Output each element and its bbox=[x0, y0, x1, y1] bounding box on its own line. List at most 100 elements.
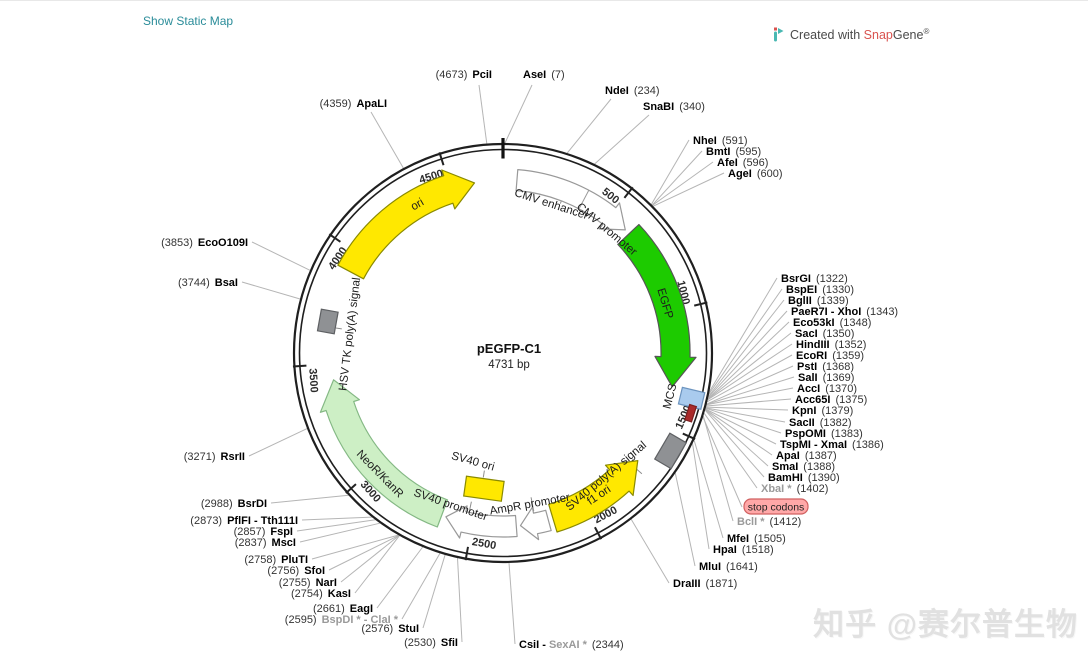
tick-4000 bbox=[328, 233, 341, 243]
enzyme-label-draiii[interactable]: DraIII (1871) bbox=[673, 578, 737, 590]
feature-sv40-promoter[interactable] bbox=[445, 505, 518, 539]
feature-cmv-enhancer-promoter[interactable] bbox=[515, 169, 626, 231]
enzyme-label-bspdi-clai[interactable]: (2595) BspDI * - ClaI * bbox=[285, 614, 399, 626]
tick-500 bbox=[623, 186, 634, 199]
feature-hsv-tk-polya-signal[interactable] bbox=[316, 308, 339, 335]
enzyme-label-hpai[interactable]: HpaI (1518) bbox=[713, 544, 774, 556]
feature-label-mcs[interactable]: MCS bbox=[661, 382, 679, 410]
leader-line-bsrgi bbox=[708, 277, 778, 392]
enzyme-label-bmti[interactable]: BmtI (595) bbox=[706, 146, 761, 158]
enzyme-label-agei[interactable]: AgeI (600) bbox=[728, 168, 783, 180]
enzyme-label-pflfi-tth111i[interactable]: (2873) PflFI - Tth111I bbox=[190, 515, 298, 527]
leader-line-csii bbox=[508, 562, 516, 645]
feature-ampr-promoter[interactable] bbox=[519, 506, 552, 541]
feature-label-hsv-tk-poly-a-signal[interactable]: HSV TK poly(A) signal bbox=[337, 277, 363, 392]
enzyme-label-eco53ki[interactable]: Eco53kI (1348) bbox=[793, 317, 871, 329]
enzyme-label-bsrdi[interactable]: (2988) BsrDI bbox=[201, 498, 267, 510]
registered-mark: ® bbox=[923, 27, 930, 36]
enzyme-label-hindiii[interactable]: HindIII (1352) bbox=[796, 339, 866, 351]
enzyme-label-apali[interactable]: (4359) ApaLI bbox=[320, 98, 387, 110]
leader-line-nari bbox=[340, 535, 400, 583]
leader-line-bspei bbox=[708, 288, 783, 395]
feature-divider bbox=[578, 190, 590, 210]
tick-2000 bbox=[594, 526, 603, 540]
enzyme-label-ecori[interactable]: EcoRI (1359) bbox=[796, 350, 864, 362]
leader-line-msci bbox=[299, 522, 381, 543]
leader-line-acc65i bbox=[706, 398, 792, 407]
leader-line-hpai bbox=[692, 443, 710, 550]
enzyme-label-afei[interactable]: AfeI (596) bbox=[717, 157, 768, 169]
enzyme-label-pspomi[interactable]: PspOMI (1383) bbox=[785, 428, 863, 440]
leader-line-nhei bbox=[650, 139, 690, 205]
enzyme-label-bglii[interactable]: BglII (1339) bbox=[788, 295, 849, 307]
stop-codons-badge[interactable] bbox=[743, 498, 809, 515]
feature-stop-codons-marker[interactable] bbox=[684, 403, 698, 423]
enzyme-label-smai[interactable]: SmaI (1388) bbox=[772, 461, 835, 473]
enzyme-label-mlui[interactable]: MluI (1641) bbox=[699, 561, 758, 573]
leader-line-sfii bbox=[457, 557, 463, 643]
leader-line-mlui bbox=[674, 472, 696, 567]
feature-neor-kanr[interactable] bbox=[319, 379, 449, 528]
enzyme-label-sacii[interactable]: SacII (1382) bbox=[789, 417, 851, 429]
enzyme-label-psti[interactable]: PstI (1368) bbox=[797, 361, 854, 373]
feature-sv40-ori[interactable] bbox=[463, 475, 505, 502]
leader-line-bmti bbox=[651, 150, 703, 206]
feature-connector bbox=[469, 501, 472, 511]
feature-f1-ori[interactable] bbox=[548, 460, 639, 533]
snapgene-logo-icon bbox=[773, 27, 785, 42]
tick-label-2500: 2500 bbox=[471, 536, 497, 552]
enzyme-label-sfii[interactable]: (2530) SfiI bbox=[404, 637, 458, 649]
enzyme-label-ndei[interactable]: NdeI (234) bbox=[605, 85, 660, 97]
feature-egfp[interactable] bbox=[617, 223, 697, 388]
enzyme-label-mfei[interactable]: MfeI (1505) bbox=[727, 533, 786, 545]
enzyme-label-sfoi[interactable]: (2756) SfoI bbox=[267, 565, 325, 577]
enzyme-label-bsrgi[interactable]: BsrGI (1322) bbox=[781, 273, 848, 285]
show-static-map-link[interactable]: Show Static Map bbox=[143, 14, 234, 28]
enzyme-label-msci[interactable]: (2837) MscI bbox=[235, 537, 296, 549]
enzyme-label-bcli[interactable]: BclI * (1412) bbox=[737, 516, 801, 528]
leader-line-tspmi-xmai bbox=[705, 408, 777, 445]
enzyme-label-acc65i[interactable]: Acc65I (1375) bbox=[795, 394, 867, 406]
leader-line-hindiii bbox=[707, 343, 793, 401]
leader-line-fspi bbox=[296, 519, 376, 532]
enzyme-label-kpni[interactable]: KpnI (1379) bbox=[792, 405, 853, 417]
leader-line-apali bbox=[370, 111, 404, 169]
enzyme-label-snabi[interactable]: SnaBI (340) bbox=[643, 101, 705, 113]
enzyme-label-saci[interactable]: SacI (1350) bbox=[795, 328, 854, 340]
enzyme-label-fspi[interactable]: (2857) FspI bbox=[234, 526, 293, 538]
enzyme-label-eagi[interactable]: (2661) EagI bbox=[313, 603, 373, 615]
enzyme-label-pluti[interactable]: (2758) PluTI bbox=[244, 554, 308, 566]
feature-sv40-polya-signal[interactable] bbox=[653, 432, 688, 470]
enzyme-label-asei[interactable]: AseI (7) bbox=[523, 69, 565, 81]
enzyme-label-xbai[interactable]: XbaI * (1402) bbox=[761, 483, 828, 495]
leader-line-saci bbox=[707, 332, 792, 400]
feature-label-sv40-ori[interactable]: SV40 ori bbox=[450, 450, 496, 473]
snapgene-credit: Created with SnapGene® bbox=[773, 27, 929, 42]
leader-line-bglii bbox=[708, 299, 785, 397]
enzyme-label-acci[interactable]: AccI (1370) bbox=[797, 383, 857, 395]
leader-line-asei bbox=[504, 84, 533, 144]
enzyme-label-bsai[interactable]: (3744) BsaI bbox=[178, 277, 238, 289]
enzyme-label-sali[interactable]: SalI (1369) bbox=[798, 372, 854, 384]
enzyme-label-nhei[interactable]: NheI (591) bbox=[693, 135, 748, 147]
enzyme-label-kasi[interactable]: (2754) KasI bbox=[291, 588, 351, 600]
enzyme-label-bspei[interactable]: BspEI (1330) bbox=[786, 284, 854, 296]
leader-line-draiii bbox=[630, 519, 670, 584]
enzyme-label-apai[interactable]: ApaI (1387) bbox=[776, 450, 837, 462]
enzyme-label-ecoo109i[interactable]: (3853) EcoO109I bbox=[161, 237, 248, 249]
feature-label-ori[interactable]: ori bbox=[409, 196, 426, 213]
enzyme-label-pcii[interactable]: (4673) PciI bbox=[436, 69, 492, 81]
credit-text: Created with SnapGene® bbox=[790, 27, 930, 43]
enzyme-label-nari[interactable]: (2755) NarI bbox=[279, 577, 337, 589]
tick-1500 bbox=[682, 432, 696, 441]
enzyme-label-rsrii[interactable]: (3271) RsrII bbox=[184, 451, 245, 463]
feature-ori[interactable] bbox=[337, 169, 476, 280]
enzyme-label-bamhi[interactable]: BamHI (1390) bbox=[768, 472, 840, 484]
tick-4500 bbox=[438, 152, 445, 166]
enzyme-label-stui[interactable]: (2576) StuI bbox=[361, 623, 419, 635]
enzyme-label-paer7i-xhoi[interactable]: PaeR7I - XhoI (1343) bbox=[791, 306, 898, 318]
enzyme-label-tspmi-xmai[interactable]: TspMI - XmaI (1386) bbox=[780, 439, 884, 451]
stop-codons-badge-label: stop codons bbox=[748, 501, 805, 513]
enzyme-label-csii[interactable]: CsiI - SexAI * (2344) bbox=[519, 639, 624, 651]
